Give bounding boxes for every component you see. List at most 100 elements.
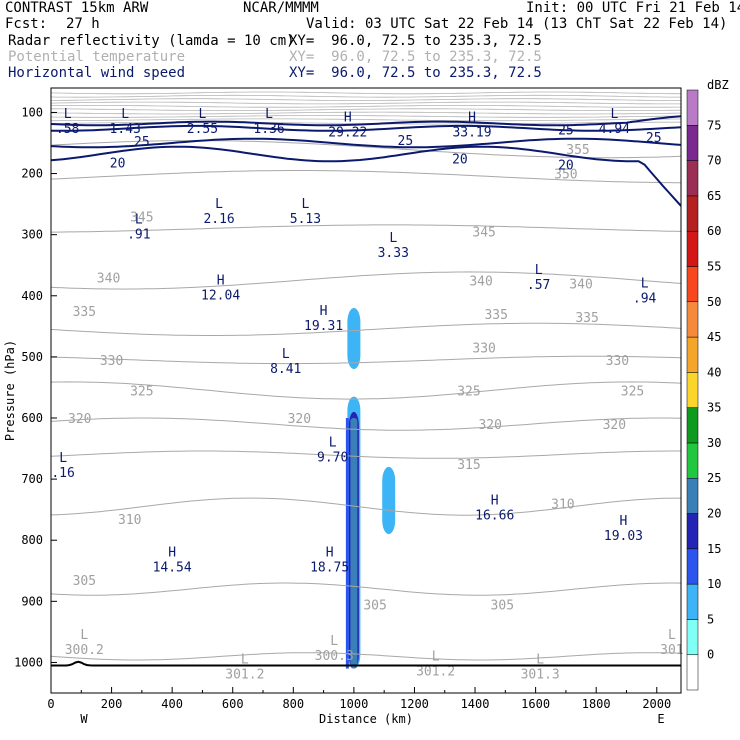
y-tick-label: 600 [21,411,43,425]
extremum-marker: H [217,274,225,289]
plot-frame [50,87,682,694]
colorbar-swatch [686,266,699,303]
theta-contour-330 [51,355,681,365]
x-tick-label: 1000 [339,697,368,711]
extremum-value: 12.04 [201,289,240,304]
colorbar-swatch [686,125,699,161]
extremum-marker: L [80,628,88,643]
theta-contour-upper-5 [51,108,681,111]
y-tick-label: 900 [21,594,43,608]
extremum-marker: H [326,546,334,561]
extremum-marker: H [168,546,176,561]
extremum-marker: L [668,628,676,643]
extremum-value: .57 [527,278,550,293]
theta-contour-upper-2 [51,98,681,101]
theta-contour-label: 320 [478,418,501,433]
theta-contour-upper-4 [51,105,681,108]
init-time: Init: 00 UTC Fri 21 Feb 14 [526,0,740,16]
colorbar-label: 55 [707,259,721,273]
theta-contour-label: 355 [566,143,589,158]
colorbar-swatch [686,301,699,338]
extremum-marker: L [215,197,223,212]
colorbar-label: 0 [707,648,714,662]
theta-contour-325 [51,381,681,400]
extremum-value: 2.16 [203,212,234,227]
theta-contour-label: 320 [603,418,626,433]
theta-contour-315 [51,450,681,459]
colorbar-swatch [686,336,699,373]
wind-contour-20 [51,145,681,207]
extremum-value: 5.13 [290,212,321,227]
extremum-value: 301.2 [416,664,455,679]
extremum-marker: H [491,494,499,509]
extremum-marker: L [389,231,397,246]
theta-contour-upper-0 [51,91,681,95]
colorbar-swatch [686,548,699,585]
x-tick-label: 1600 [521,697,550,711]
extremum-marker: L [536,653,544,668]
colorbar-label: 15 [707,542,721,556]
wind-contours-layer [51,115,681,207]
extremum-value: 33.19 [452,125,491,140]
theta-contour-340 [51,271,681,290]
colorbar-swatch [686,89,699,126]
field-reflectivity-xy: XY= 96.0, 72.5 to 235.3, 72.5 [289,33,542,49]
extremum-value: 29.22 [328,125,367,140]
wind-contour-label: 25 [134,135,150,150]
colorbar-label: 25 [707,471,721,485]
west-label: W [80,712,88,726]
reflectivity-edge [345,418,349,669]
colorbar-swatch [686,654,699,691]
forecast-label: Fcst: [5,16,48,32]
theta-contour-label: 350 [554,168,577,183]
wind-contour-20 [51,137,681,149]
theta-contour-label: 330 [100,354,123,369]
theta-contour-upper-1 [51,94,681,98]
extremum-value: 3.33 [378,246,409,261]
extremum-marker: L [241,653,249,668]
x-tick-label: 1800 [582,697,611,711]
wind-contour-25 [51,115,681,127]
extremum-marker: L [199,107,207,122]
theta-contour-label: 310 [118,513,141,528]
reflectivity-cell-3 [382,466,396,535]
theta-contour-label: 345 [130,210,153,225]
extremum-marker: H [620,514,628,529]
x-tick-label: 1200 [400,697,429,711]
colorbar-label: 70 [707,154,721,168]
colorbar-label: 50 [707,295,721,309]
field-wind-name: Horizontal wind speed [8,65,186,81]
theta-contour-label: 330 [606,354,629,369]
reflectivity-cell-0 [347,308,361,370]
wind-contour-label: 20 [452,152,468,167]
theta-contour-label: 340 [97,271,120,286]
colorbar-label: 60 [707,224,721,238]
organization-label: NCAR/MMMM [243,0,319,16]
colorbar-swatch [686,195,699,232]
extremum-value: 1.36 [253,122,284,137]
colorbar-label: 35 [707,401,721,415]
field-theta-xy: XY= 96.0, 72.5 to 235.3, 72.5 [289,49,542,65]
colorbar-label: 30 [707,436,721,450]
wind-contour-25 [51,124,681,132]
extremum-marker: L [302,197,310,212]
axes-layer: 0 200 400 600 800 1000 1200 1400 1600 1800 2000 100… [3,87,682,726]
extremum-value: 14.54 [153,561,192,576]
theta-contour-label: 305 [363,598,386,613]
theta-contour-label: 325 [621,385,644,400]
theta-contour-label: 330 [472,342,495,357]
theta-contour-label: 340 [469,275,492,290]
extremum-value: .16 [51,466,74,481]
extremum-marker: L [135,213,143,228]
extremum-marker: L [265,107,273,122]
colorbar-label: 40 [707,365,721,379]
x-tick-label: 1400 [461,697,490,711]
theta-contour-label: 310 [551,498,574,513]
contour-labels-layer: 305 305 305 310 310 315 320 320 320 320 325 325 325 3… [51,107,683,683]
x-tick-label: 800 [282,697,304,711]
colorbar-swatch [686,513,699,550]
y-tick-label: 100 [21,105,43,119]
extremum-marker: H [344,110,352,125]
theta-contour-label: 335 [484,308,507,323]
x-tick-label: 400 [161,697,183,711]
